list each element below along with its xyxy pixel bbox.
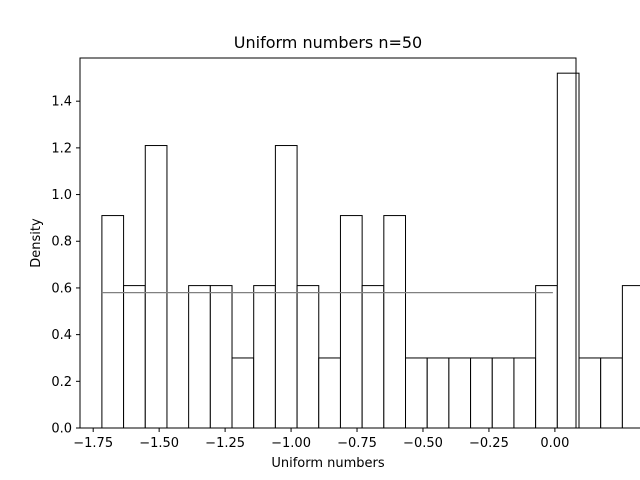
histogram-bar <box>535 285 558 429</box>
x-tick-label: −0.50 <box>403 436 443 451</box>
chart-title: Uniform numbers n=50 <box>234 33 422 52</box>
x-tick-label: −0.25 <box>469 436 509 451</box>
histogram-bar <box>296 285 320 429</box>
bars <box>101 72 640 429</box>
x-tick-label: −0.75 <box>337 436 377 451</box>
x-axis-label: Uniform numbers <box>271 456 385 471</box>
y-axis-label: Density <box>29 218 44 268</box>
histogram-bar <box>339 215 363 429</box>
y-axis-ticks: 0.0 0.2 0.4 0.6 0.8 1.0 1.2 1.4 <box>51 95 80 437</box>
histogram-bar <box>318 357 341 429</box>
histogram-bar <box>231 357 255 429</box>
histogram-bar <box>383 215 407 429</box>
y-tick-label: 0.4 <box>51 328 72 343</box>
histogram-bar <box>448 357 472 429</box>
x-tick-label: −1.75 <box>73 436 113 451</box>
histogram-bar <box>188 285 211 429</box>
y-tick-label: 0.8 <box>51 235 72 250</box>
x-tick-label: −1.50 <box>139 436 179 451</box>
histogram-bar <box>209 285 233 429</box>
histogram-bar <box>253 285 276 429</box>
plot-frame <box>79 57 577 429</box>
y-tick-label: 0.0 <box>51 422 72 437</box>
x-axis-ticks: −1.75 −1.50 −1.25 −1.00 −0.75 −0.50 −0.25 0.00 <box>73 428 569 451</box>
histogram-bar <box>123 285 146 429</box>
histogram-bar <box>274 145 298 429</box>
y-tick-label: 1.4 <box>51 95 72 110</box>
histogram-bar <box>470 357 493 429</box>
x-tick-label: 0.00 <box>540 436 569 451</box>
y-tick-label: 1.2 <box>51 141 72 156</box>
histogram-bar <box>361 285 385 429</box>
y-tick-label: 0.6 <box>51 281 72 296</box>
x-tick-label: −1.00 <box>271 436 311 451</box>
histogram-bar <box>513 357 537 429</box>
histogram-bar <box>144 145 168 429</box>
histogram-bar <box>578 357 602 429</box>
x-tick-label: −1.25 <box>205 436 245 451</box>
histogram-bar <box>600 357 623 429</box>
y-tick-label: 0.2 <box>51 375 72 390</box>
histogram-bar <box>101 215 125 429</box>
histogram-bar <box>491 357 515 429</box>
histogram-bar <box>621 285 640 429</box>
histogram-bar <box>426 357 450 429</box>
y-tick-label: 1.0 <box>51 188 72 203</box>
histogram-bar <box>405 357 428 429</box>
